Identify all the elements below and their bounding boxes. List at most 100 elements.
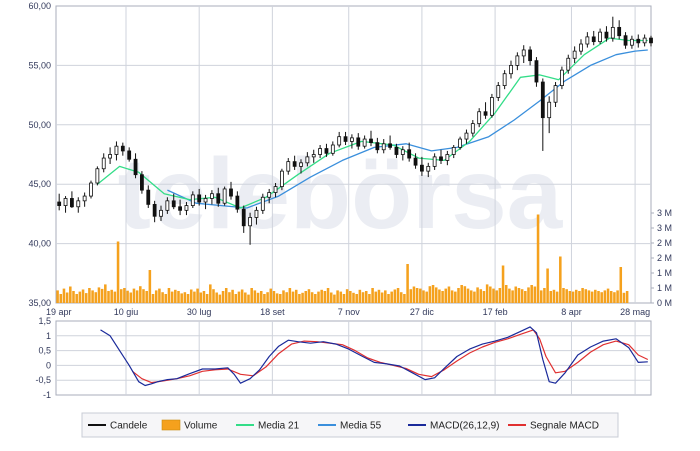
candle-body bbox=[311, 154, 316, 158]
volume-bar bbox=[59, 294, 63, 303]
volume-bar bbox=[616, 290, 619, 303]
candle-body bbox=[63, 198, 68, 206]
candle-body bbox=[299, 162, 303, 167]
watermark: telebörsa bbox=[118, 138, 564, 250]
macd-panel: -1 -0,5 0 0,5 1 1,5 bbox=[35, 316, 652, 400]
ma21-line bbox=[96, 37, 648, 209]
volume-bar bbox=[177, 291, 180, 303]
candle-body bbox=[343, 136, 348, 142]
candlestick-series bbox=[57, 16, 653, 245]
candle-body bbox=[267, 192, 272, 198]
volume-bar bbox=[221, 291, 225, 303]
volume-bar bbox=[498, 288, 502, 303]
macd-grid bbox=[56, 321, 651, 395]
volume-bar bbox=[438, 289, 441, 303]
volume-bar bbox=[205, 294, 209, 303]
volume-bar bbox=[275, 293, 279, 303]
volume-bar bbox=[329, 292, 333, 303]
volume-bar bbox=[406, 264, 409, 303]
volume-bar bbox=[415, 288, 419, 303]
volume-bar bbox=[314, 294, 317, 303]
candle-body bbox=[407, 149, 412, 159]
volume-bar bbox=[597, 291, 600, 303]
volume-bar bbox=[457, 288, 460, 303]
volume-bar bbox=[196, 288, 199, 303]
volume-bar bbox=[164, 294, 168, 303]
volume-bar bbox=[97, 287, 101, 303]
candle-body bbox=[95, 168, 100, 184]
volume-bar bbox=[603, 290, 607, 303]
candle-body bbox=[101, 157, 106, 170]
volume-bar bbox=[511, 290, 514, 303]
volume-bar bbox=[326, 288, 330, 303]
candle-body bbox=[229, 188, 233, 197]
volume-bar bbox=[193, 291, 196, 303]
volume-bar bbox=[444, 288, 448, 303]
volume-bar bbox=[568, 291, 572, 303]
volume-bar bbox=[119, 289, 123, 303]
volume-bar bbox=[396, 288, 400, 303]
candle-body bbox=[591, 36, 596, 43]
volume-bar bbox=[304, 291, 308, 303]
volume-bar bbox=[116, 241, 120, 303]
legend-swatch-volume bbox=[161, 419, 181, 431]
legend-label-candles: Candele bbox=[110, 421, 148, 432]
volume-bar bbox=[428, 286, 432, 303]
volume-bar bbox=[129, 292, 133, 303]
x-tick-label: 19 apr bbox=[46, 307, 72, 317]
macd-y-tick-label: 0 bbox=[46, 360, 51, 370]
volume-bar bbox=[186, 294, 190, 303]
volume-bar bbox=[100, 288, 104, 303]
candle-body bbox=[210, 193, 214, 199]
volume-bar bbox=[562, 288, 565, 303]
volume-bar bbox=[65, 292, 69, 303]
candle-body bbox=[241, 208, 246, 227]
volume-bar bbox=[91, 290, 94, 303]
candle-body bbox=[337, 136, 342, 146]
legend-label-signal: Segnale MACD bbox=[530, 421, 599, 432]
macd-y-tick-label: -1 bbox=[43, 390, 51, 400]
volume-bar bbox=[555, 291, 559, 303]
price-y-tick-label: 50,00 bbox=[28, 120, 51, 130]
candle-body bbox=[388, 143, 392, 148]
macd-y-tick-label: -0,5 bbox=[35, 375, 51, 385]
volume-bar bbox=[154, 290, 158, 303]
candle-body bbox=[623, 35, 628, 46]
volume-bar bbox=[209, 284, 212, 303]
volume-bar bbox=[345, 289, 349, 303]
legend-label-macd: MACD(26,12,9) bbox=[430, 421, 499, 432]
volume-bar bbox=[613, 292, 616, 303]
volume-bar bbox=[520, 289, 524, 303]
candle-body bbox=[190, 194, 195, 206]
volume-bar bbox=[536, 214, 540, 303]
volume-bar bbox=[282, 290, 285, 303]
candle-body bbox=[362, 138, 367, 147]
volume-bar bbox=[288, 288, 292, 303]
signal-series bbox=[132, 329, 649, 384]
candle-body bbox=[356, 137, 361, 147]
volume-bar bbox=[600, 292, 603, 303]
legend-label-ma21: Media 21 bbox=[258, 421, 300, 432]
candle-body bbox=[400, 149, 405, 155]
candle-body bbox=[649, 37, 653, 44]
volume-bar bbox=[371, 288, 374, 303]
legend-label-volume: Volume bbox=[184, 421, 218, 432]
volume-y-tick-label: 1 M bbox=[657, 268, 672, 278]
candle-body bbox=[566, 57, 571, 71]
volume-bar bbox=[358, 289, 362, 303]
volume-y-tick-label: 3 M bbox=[657, 208, 672, 218]
volume-bar bbox=[301, 292, 304, 303]
candle-body bbox=[260, 196, 265, 211]
candle-body bbox=[502, 73, 507, 86]
candle-body bbox=[292, 161, 297, 167]
volume-bar bbox=[393, 289, 397, 303]
volume-bar bbox=[504, 285, 508, 303]
x-tick-label: 10 giu bbox=[114, 307, 139, 317]
candle-body bbox=[305, 156, 310, 164]
x-axis: 19 apr 10 giu 30 lug 18 set 7 nov 27 dic 17 fe… bbox=[46, 307, 650, 317]
volume-y-axis: 0 M 1 M 1 M 2 M 2 M 3 M 3 M bbox=[651, 208, 672, 308]
candle-body bbox=[521, 49, 526, 57]
volume-bar bbox=[403, 294, 406, 303]
watermark-text: telebörsa bbox=[118, 138, 564, 250]
x-tick-label: 30 lug bbox=[187, 307, 212, 317]
